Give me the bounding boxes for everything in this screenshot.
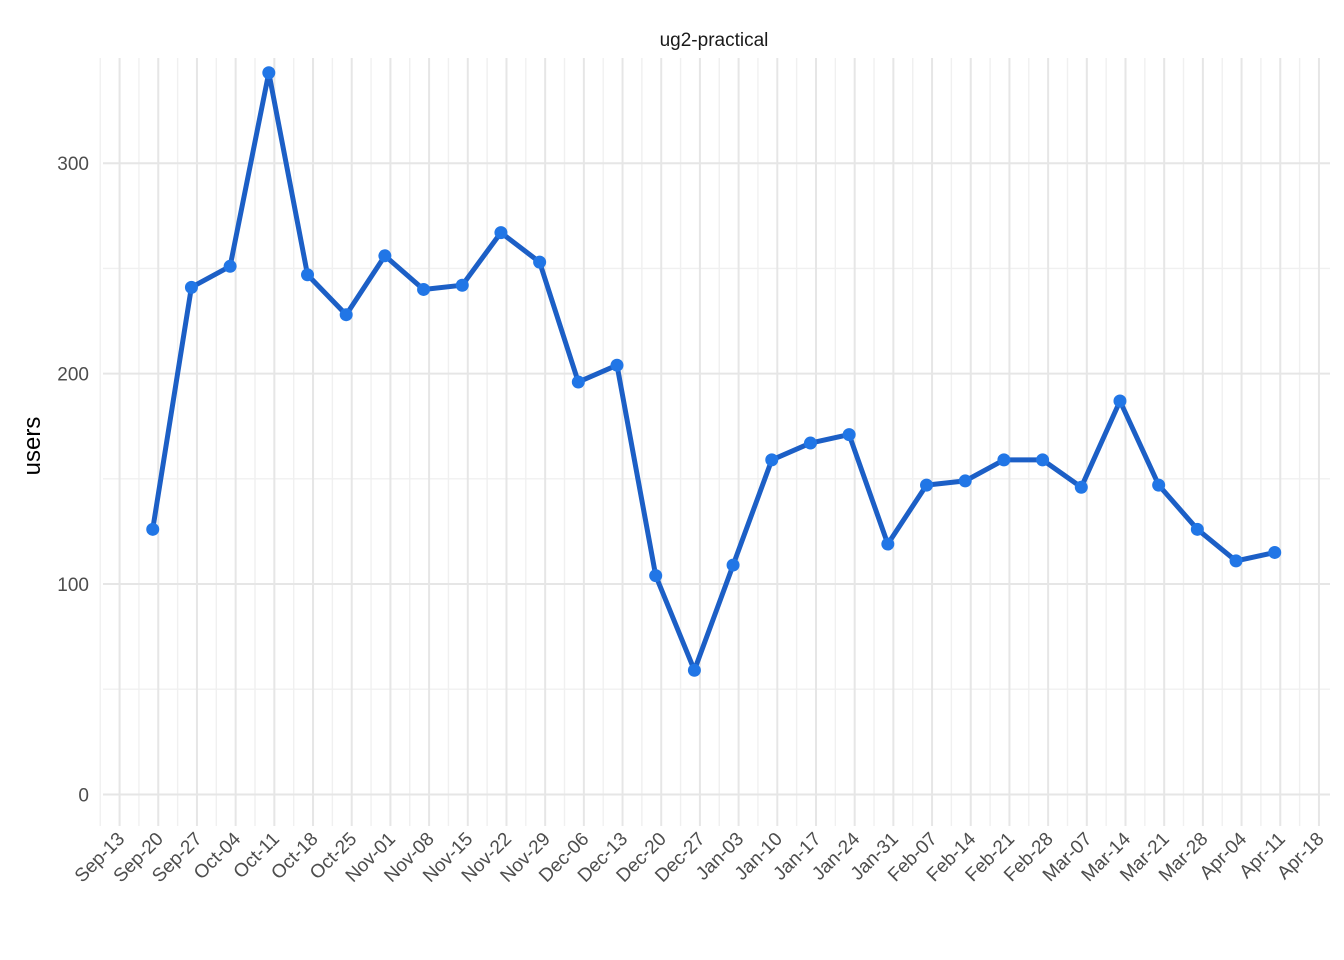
y-axis-ticks: 0 100 200 300	[57, 154, 89, 806]
data-point	[803, 436, 817, 450]
data-point	[1190, 522, 1204, 536]
data-point	[455, 278, 469, 292]
data-point	[1268, 545, 1282, 559]
data-point	[1152, 478, 1166, 492]
data-point	[1113, 394, 1127, 408]
data-point	[1036, 453, 1050, 467]
series-layer	[146, 66, 1282, 677]
y-tick-label: 200	[57, 365, 89, 386]
data-point	[301, 268, 314, 282]
grid	[99, 58, 1330, 826]
series-line	[150, 70, 1278, 673]
chart-title: ug2-practical	[660, 30, 769, 51]
data-point	[417, 282, 431, 296]
data-point	[262, 66, 276, 80]
data-point	[997, 453, 1011, 467]
y-tick-label: 300	[57, 154, 89, 175]
data-point	[494, 226, 508, 240]
data-point	[649, 569, 663, 583]
data-point	[184, 280, 198, 294]
y-axis-title: users	[19, 417, 46, 476]
data-point	[920, 478, 934, 492]
data-point	[842, 428, 856, 442]
data-point	[146, 522, 160, 536]
data-point	[687, 663, 701, 677]
data-point	[223, 259, 237, 273]
x-axis-ticks: Sep-13Sep-20Sep-27Oct-04Oct-11Oct-18Oct-…	[71, 828, 1329, 886]
data-point	[378, 249, 392, 263]
y-tick-label: 0	[78, 785, 89, 806]
data-point	[881, 537, 895, 551]
data-point	[726, 558, 740, 572]
data-point	[958, 474, 972, 488]
data-point	[1229, 554, 1243, 568]
data-point	[610, 358, 624, 372]
data-point	[1074, 480, 1088, 494]
y-tick-label: 100	[57, 575, 89, 596]
data-point	[765, 453, 779, 467]
data-point	[339, 308, 353, 322]
data-point	[533, 255, 547, 269]
data-point	[571, 375, 585, 389]
